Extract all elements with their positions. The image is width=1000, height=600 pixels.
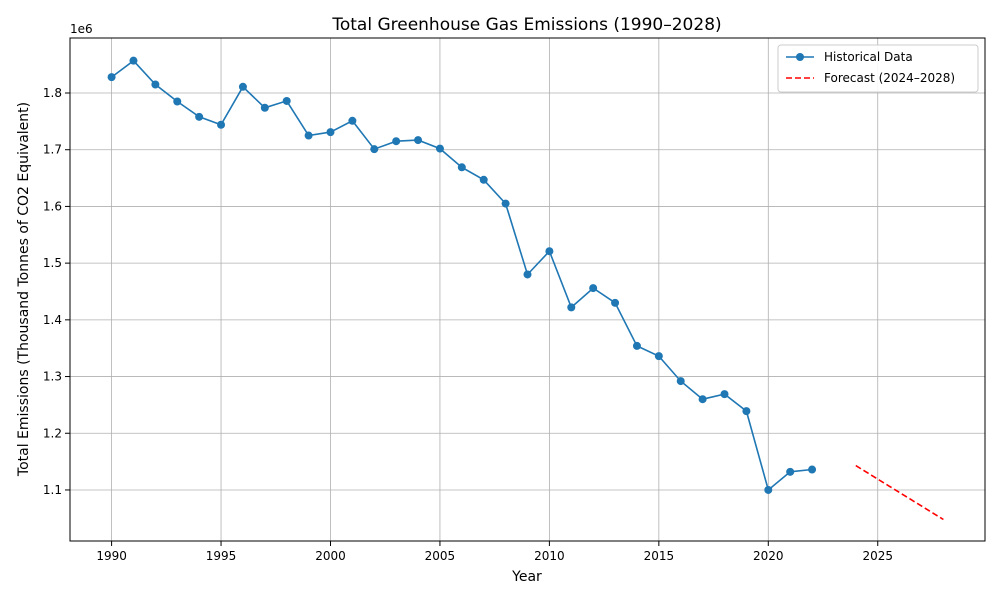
legend-label: Forecast (2024–2028) xyxy=(824,71,955,85)
y-tick-label: 1.2 xyxy=(43,426,62,440)
data-point xyxy=(414,136,423,145)
y-axis-offset-label: 1e6 xyxy=(70,22,93,36)
data-point xyxy=(698,395,707,404)
y-tick-label: 1.3 xyxy=(43,370,62,384)
data-point xyxy=(195,112,204,121)
gridlines xyxy=(70,38,985,541)
y-tick-label: 1.5 xyxy=(43,256,62,270)
x-tick-label: 2020 xyxy=(753,549,784,563)
legend: Historical Data Forecast (2024–2028) xyxy=(777,44,979,93)
data-point xyxy=(764,485,773,494)
data-point xyxy=(457,163,466,172)
data-point xyxy=(611,298,620,307)
y-tick-label: 1.8 xyxy=(43,86,62,100)
y-axis-label: Total Emissions (Thousand Tonnes of CO2 … xyxy=(16,102,32,477)
data-point xyxy=(173,97,182,106)
data-point xyxy=(217,120,226,129)
data-point xyxy=(238,82,247,91)
y-tick-label: 1.7 xyxy=(43,143,62,157)
data-point xyxy=(808,465,817,474)
data-point xyxy=(129,56,138,65)
y-tick-label: 1.6 xyxy=(43,199,62,213)
legend-label: Historical Data xyxy=(824,50,913,64)
x-tick-label: 2005 xyxy=(425,549,456,563)
series-line-forecast xyxy=(855,464,944,521)
data-point xyxy=(567,303,576,312)
x-tick-label: 2025 xyxy=(862,549,893,563)
data-point xyxy=(348,116,357,125)
data-point xyxy=(742,407,751,416)
data-point xyxy=(392,137,401,146)
data-point xyxy=(151,80,160,89)
x-tick-label: 2010 xyxy=(534,549,565,563)
x-axis-label: Year xyxy=(511,569,542,585)
data-point xyxy=(479,175,488,184)
data-point xyxy=(545,247,554,256)
data-point xyxy=(589,284,598,293)
chart-title: Total Greenhouse Gas Emissions (1990–202… xyxy=(331,15,721,35)
data-point xyxy=(632,341,641,350)
data-point xyxy=(282,96,291,105)
data-point xyxy=(435,144,444,153)
axes-frame xyxy=(69,37,986,542)
legend-marker xyxy=(796,53,804,61)
x-tick-label: 2015 xyxy=(644,549,675,563)
data-point xyxy=(501,199,510,208)
y-tick-label: 1.4 xyxy=(43,313,62,327)
x-tick-label: 2000 xyxy=(315,549,346,563)
ticks: 1990 1995 2000 2005 2010 2015 2020 2025 1.1 1.2 1.… xyxy=(43,86,893,563)
x-tick-label: 1990 xyxy=(96,549,127,563)
data-point xyxy=(654,352,663,361)
data-point xyxy=(523,270,532,279)
data-point xyxy=(676,377,685,386)
data-point xyxy=(260,103,269,112)
data-point xyxy=(304,131,313,140)
data-point xyxy=(370,145,379,154)
data-point xyxy=(786,467,795,476)
series-layer xyxy=(107,56,944,521)
data-point xyxy=(326,128,335,137)
legend-box xyxy=(777,44,979,93)
data-point xyxy=(720,390,729,399)
y-tick-label: 1.1 xyxy=(43,483,62,497)
data-point xyxy=(107,73,116,82)
x-tick-label: 1995 xyxy=(206,549,237,563)
